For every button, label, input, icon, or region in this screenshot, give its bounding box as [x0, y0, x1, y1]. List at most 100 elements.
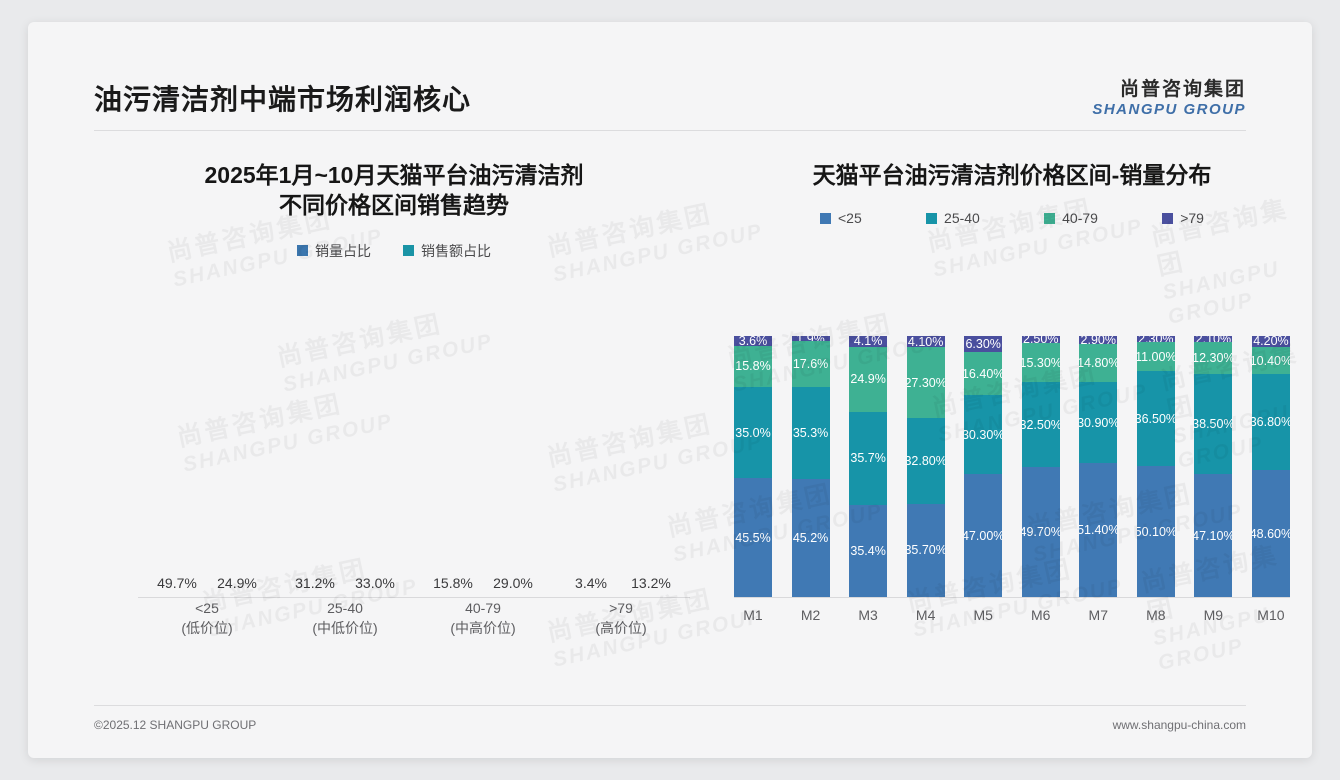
segment-value-label: 35.70%: [906, 543, 945, 558]
stacked-bar-segment: 10.40%: [1251, 346, 1290, 375]
stacked-bar-x-axis: M1 M2 M3 M4 M5 M6 M7 M8 M9 M10: [734, 598, 1290, 632]
stacked-bar[interactable]: 2.90% 14.80% 30.90% 51.40%: [1079, 336, 1118, 597]
stacked-bar-segment: 50.10%: [1136, 466, 1175, 597]
x-axis-tick-sublabel: (高价位): [595, 620, 647, 637]
bar-value-label: 33.0%: [355, 575, 395, 591]
segment-value-label: 35.7%: [850, 451, 886, 466]
stacked-bar-segment: 35.70%: [906, 503, 945, 597]
grouped-bar-plot-area: 49.7% 24.9% 31.2% 33.0% 15.8% 29.0% 3.4% 13.2%: [138, 336, 690, 598]
x-axis-tick-label: >79: [609, 600, 633, 616]
bar-value-label: 15.8%: [433, 575, 473, 591]
stacked-bar-segment: 51.40%: [1079, 462, 1118, 597]
right-chart-legend-item[interactable]: <25: [820, 210, 862, 226]
bar-value-label: 49.7%: [157, 575, 197, 591]
segment-value-label: 11.00%: [1136, 349, 1175, 364]
stacked-bar-segment: 16.40%: [964, 352, 1003, 396]
logo-english-text: SHANGPU GROUP: [1092, 101, 1246, 118]
segment-value-label: 16.40%: [964, 366, 1003, 381]
bar-value-label: 24.9%: [217, 575, 257, 591]
grouped-bar-chart: 49.7% 24.9% 31.2% 33.0% 15.8% 29.0% 3.4% 13.2% …: [114, 336, 690, 636]
footer-copyright: ©2025.12 SHANGPU GROUP: [94, 718, 257, 732]
segment-value-label: 14.80%: [1079, 355, 1118, 370]
stacked-bar-segment: 35.3%: [791, 386, 830, 480]
legend-label: 销量占比: [315, 242, 371, 259]
x-axis-tick-sublabel: (低价位): [181, 620, 233, 637]
stacked-bar-segment: 6.30%: [964, 336, 1003, 353]
x-axis-tick: >79 (高价位): [566, 598, 676, 636]
segment-value-label: 4.1%: [853, 336, 883, 347]
brand-logo: 尚普咨询集团 SHANGPU GROUP: [1092, 80, 1246, 117]
x-axis-tick-label: M9: [1203, 607, 1224, 623]
page-title: 油污清洁剂中端市场利润核心: [94, 84, 472, 115]
segment-value-label: 45.2%: [792, 531, 829, 546]
x-axis-tick-label: M7: [1088, 607, 1108, 623]
left-chart-legend-item[interactable]: 销售额占比: [403, 241, 491, 261]
stacked-bar-chart: 3.6% 15.8% 35.0% 45.5% 1.9% 17.6% 35.3% 45.2% 4.…: [726, 336, 1298, 632]
x-axis-tick-label: M2: [800, 607, 821, 623]
stacked-bar[interactable]: 3.6% 15.8% 35.0% 45.5%: [734, 336, 772, 597]
segment-value-label: 35.4%: [850, 543, 886, 558]
stacked-bar[interactable]: 2.10% 12.30% 38.50% 47.10%: [1194, 336, 1233, 597]
grouped-bar-x-axis: <25 (低价位) 25-40 (中低价位) 40-79 (中高价位) >79 (高价位): [138, 598, 690, 636]
slide-header: 油污清洁剂中端市场利润核心 尚普咨询集团 SHANGPU GROUP: [28, 22, 1312, 130]
left-chart-legend-item[interactable]: 销量占比: [297, 241, 371, 261]
stacked-bar-segment: 2.30%: [1136, 336, 1175, 343]
stacked-bar-segment: 2.90%: [1079, 336, 1118, 344]
x-axis-tick-label: M1: [743, 607, 763, 623]
stacked-bar-segment: 45.5%: [734, 478, 772, 597]
stacked-bar[interactable]: 4.20% 10.40% 36.80% 48.60%: [1251, 336, 1290, 597]
legend-swatch-icon: [403, 245, 414, 257]
segment-value-label: 47.10%: [1194, 528, 1233, 543]
stacked-bar-segment: 11.00%: [1136, 342, 1175, 371]
segment-value-label: 30.90%: [1079, 415, 1118, 430]
stacked-bar[interactable]: 4.10% 27.30% 32.80% 35.70%: [906, 336, 945, 597]
segment-value-label: 35.3%: [792, 425, 829, 440]
stacked-bar-segment: 4.10%: [906, 336, 945, 347]
right-chart-legend-item[interactable]: 40-79: [1044, 210, 1098, 226]
logo-chinese-text: 尚普咨询集团: [1119, 79, 1246, 100]
right-chart-legend-item[interactable]: >79: [1162, 210, 1204, 226]
x-axis-tick-sublabel: (中低价位): [312, 620, 378, 637]
segment-value-label: 2.90%: [1080, 336, 1117, 344]
stacked-bar[interactable]: 2.30% 11.00% 36.50% 50.10%: [1136, 336, 1175, 597]
right-chart-legend-item[interactable]: 25-40: [926, 210, 980, 226]
stacked-bar-segment: 17.6%: [791, 340, 830, 387]
stacked-bar-segment: 2.10%: [1194, 336, 1233, 342]
legend-label: 销售额占比: [421, 242, 491, 259]
legend-label: 40-79: [1062, 210, 1098, 227]
x-axis-tick: <25 (低价位): [152, 598, 262, 636]
stacked-bar-segment: 49.70%: [1021, 467, 1060, 597]
segment-value-label: 2.10%: [1196, 336, 1231, 341]
stacked-bar-segment: 35.7%: [849, 411, 888, 505]
segment-value-label: 27.30%: [906, 375, 945, 390]
legend-label: >79: [1180, 210, 1204, 227]
stacked-bar[interactable]: 4.1% 24.9% 35.7% 35.4%: [849, 336, 888, 597]
stacked-bar-segment: 32.50%: [1021, 382, 1060, 468]
legend-swatch-icon: [297, 245, 308, 257]
segment-value-label: 50.10%: [1136, 524, 1175, 539]
stacked-bar-segment: 30.30%: [964, 395, 1003, 475]
stacked-bar-segment: 47.00%: [964, 474, 1003, 597]
segment-value-label: 24.9%: [850, 372, 886, 387]
stacked-bar-segment: 47.10%: [1194, 474, 1233, 597]
stacked-bar-segment: 24.9%: [849, 346, 888, 412]
stacked-bar[interactable]: 6.30% 16.40% 30.30% 47.00%: [964, 336, 1003, 597]
segment-value-label: 38.50%: [1194, 416, 1233, 431]
stacked-bar[interactable]: 2.50% 15.30% 32.50% 49.70%: [1021, 336, 1060, 597]
bar-group: 3.4% 13.2%: [566, 336, 676, 597]
legend-swatch-icon: [1162, 212, 1174, 224]
segment-value-label: 15.8%: [735, 359, 771, 374]
x-axis-tick-label: 25-40: [327, 600, 363, 616]
segment-value-label: 1.9%: [796, 336, 825, 341]
stacked-bar[interactable]: 1.9% 17.6% 35.3% 45.2%: [791, 336, 830, 597]
bar-value-label: 3.4%: [575, 575, 607, 591]
stacked-bar-segment: 27.30%: [906, 346, 945, 419]
segment-value-label: 12.30%: [1194, 350, 1233, 365]
slide: 油污清洁剂中端市场利润核心 尚普咨询集团 SHANGPU GROUP 2025年…: [28, 22, 1312, 758]
x-axis-tick: 40-79 (中高价位): [428, 598, 538, 636]
stacked-bar-segment: 36.50%: [1136, 371, 1175, 467]
segment-value-label: 4.20%: [1253, 336, 1289, 347]
stacked-bar-plot-area: 3.6% 15.8% 35.0% 45.5% 1.9% 17.6% 35.3% 45.2% 4.…: [734, 336, 1290, 598]
stacked-bar-segment: 32.80%: [906, 418, 945, 504]
stacked-bar-segment: 48.60%: [1251, 470, 1290, 597]
